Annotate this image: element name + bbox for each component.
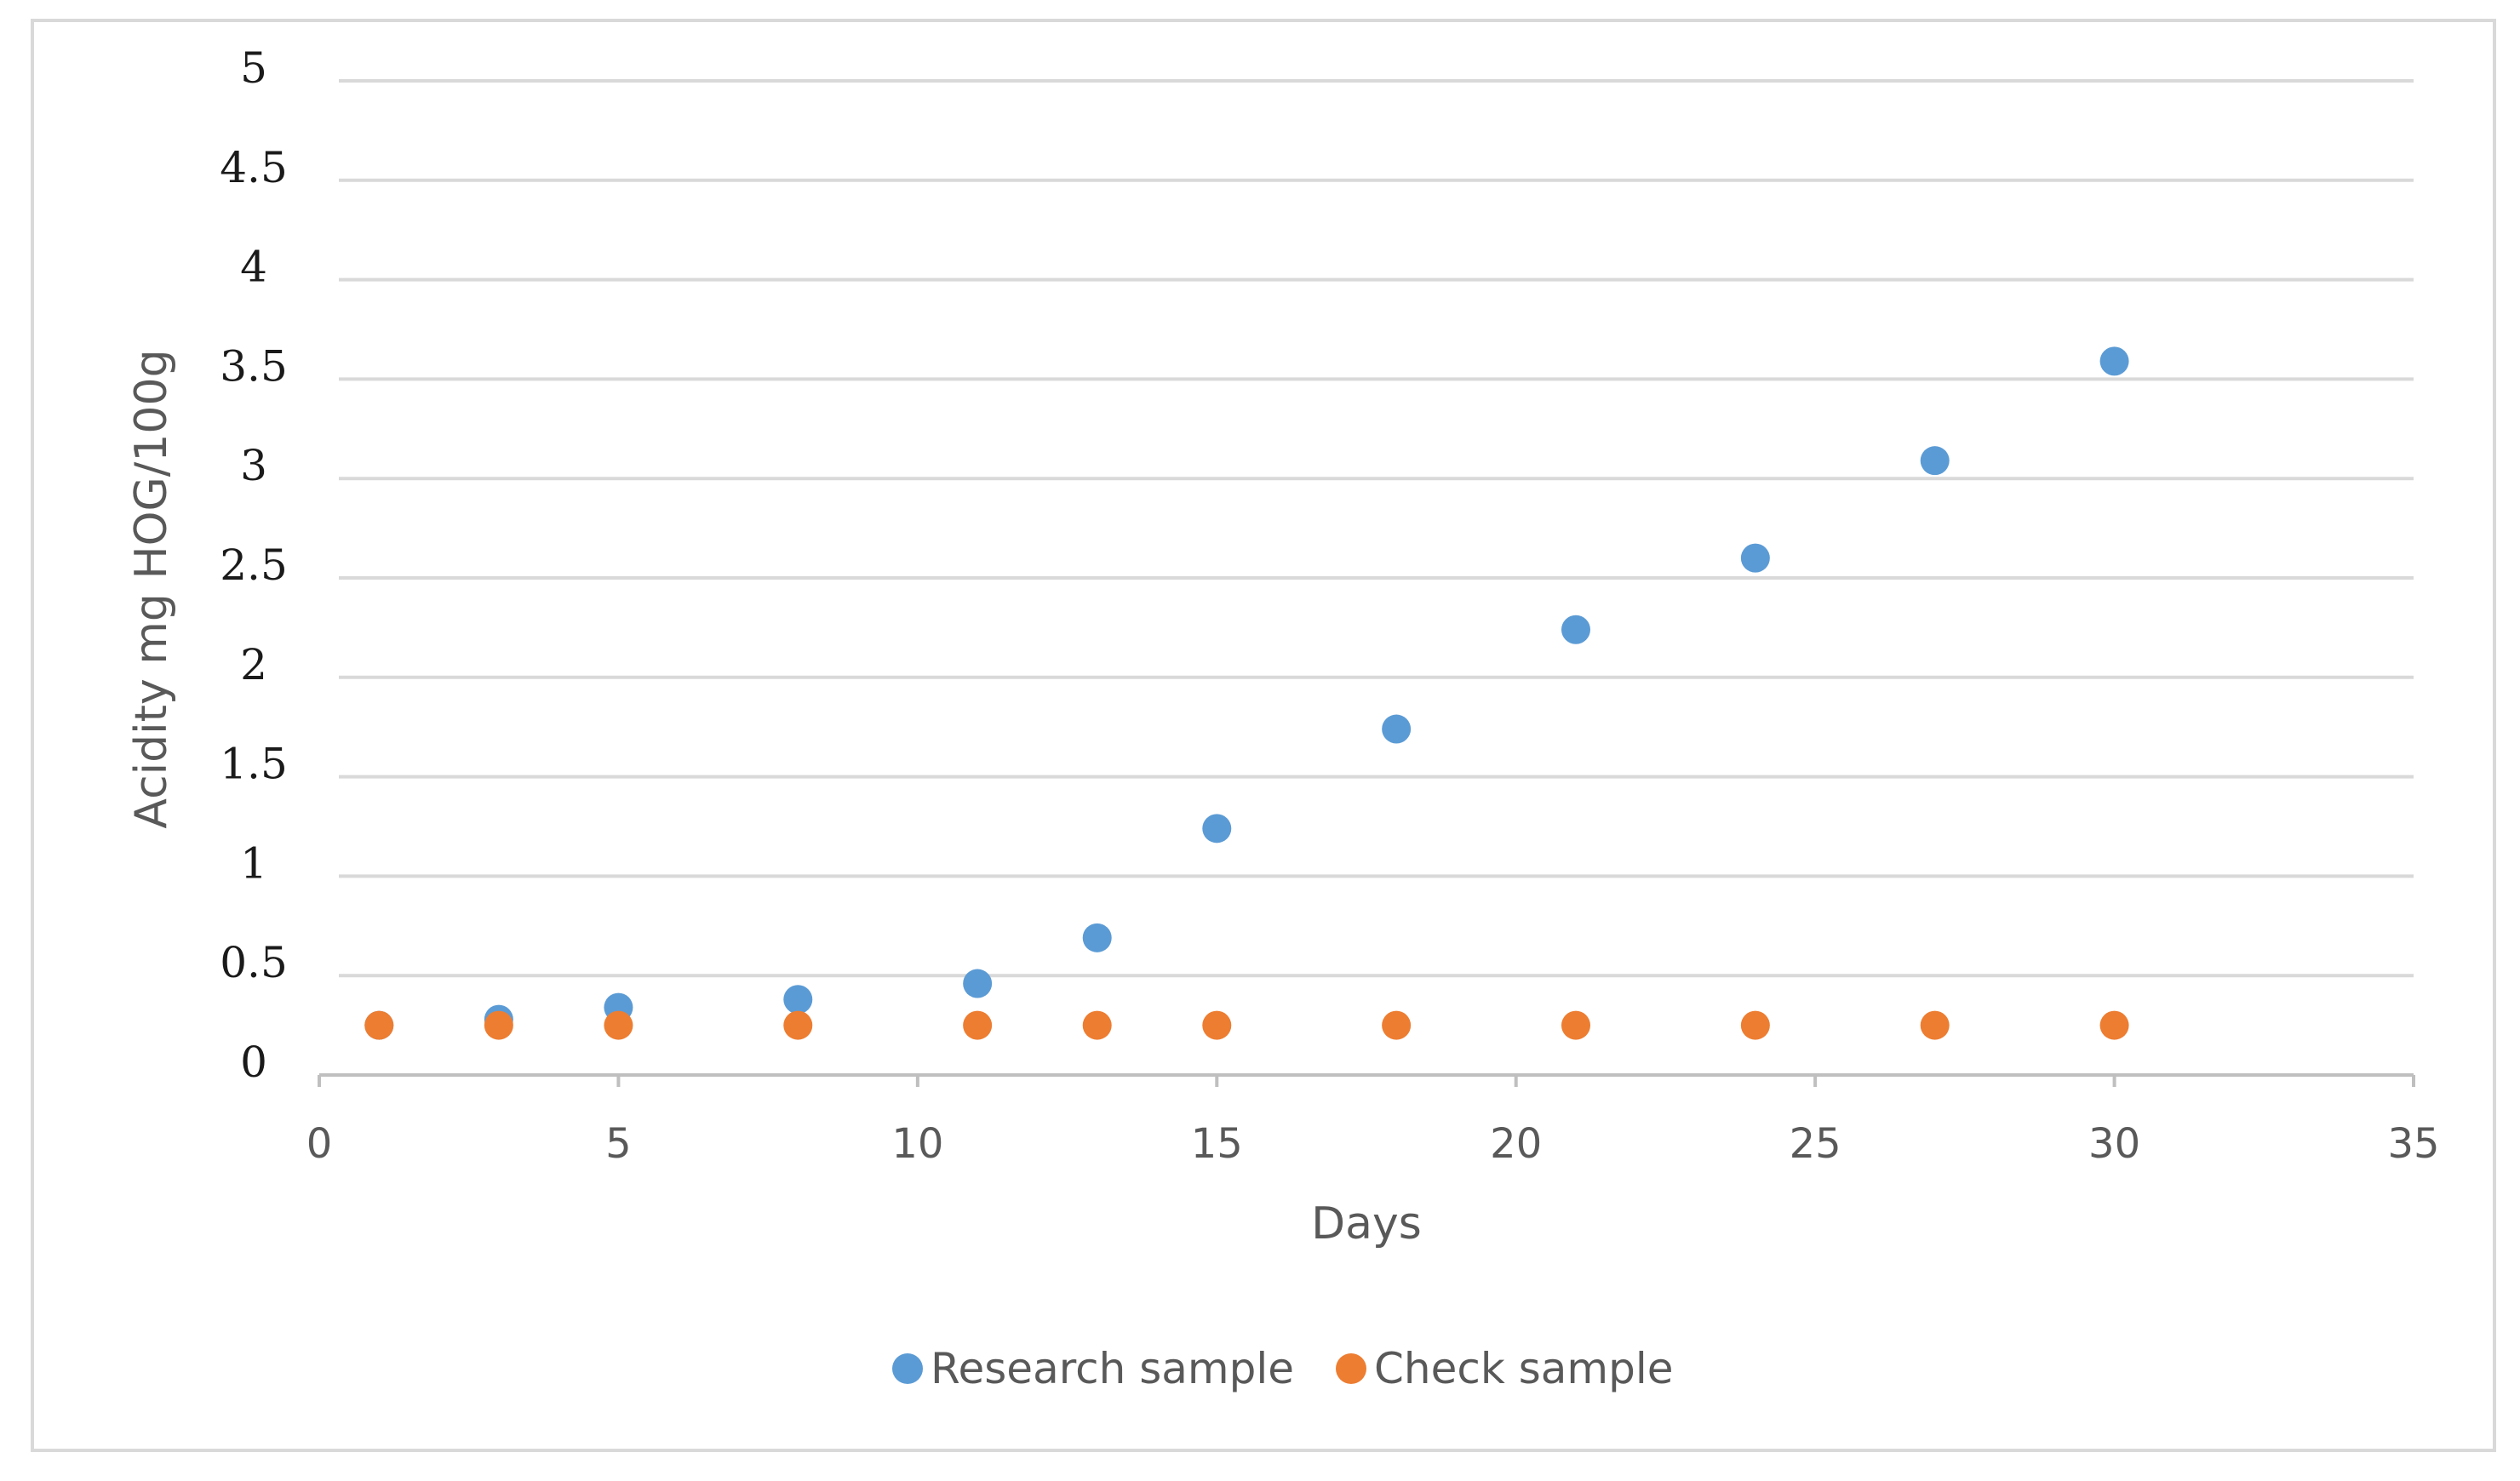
research-sample-point [2099, 346, 2129, 376]
research-sample-point [1920, 446, 1950, 476]
research-sample-point [1382, 714, 1412, 744]
check-sample-point [364, 1010, 394, 1040]
research-sample-point [1202, 814, 1232, 843]
chart-border [31, 19, 2496, 1452]
y-axis-ticks: 0 0.5 1 1.5 2 2.5 3 3.5 4 4.5 5 [220, 43, 288, 1087]
research-sample-point [963, 969, 993, 998]
y-tick-label: 3.5 [220, 341, 288, 391]
x-axis-label: Days [1311, 1198, 1422, 1249]
axes [318, 1073, 2415, 1087]
research-sample-point [1561, 615, 1590, 644]
check-sample-point [1561, 1010, 1590, 1040]
x-tick-label: 15 [1191, 1120, 1243, 1168]
check-sample-point [1920, 1010, 1950, 1040]
research-sample-point [783, 985, 813, 1015]
check-sample-point [1382, 1010, 1412, 1040]
x-tick-label: 35 [2387, 1120, 2439, 1168]
y-tick-label: 3 [240, 441, 267, 490]
legend: Research sample Check sample [892, 1344, 1674, 1393]
y-tick-label: 0.5 [220, 938, 288, 987]
legend-label-research-sample: Research sample [931, 1344, 1294, 1393]
check-sample-point [1082, 1010, 1112, 1040]
data-points [364, 346, 2129, 1040]
x-tick-label: 0 [306, 1120, 333, 1168]
check-sample-point [484, 1010, 513, 1040]
research-sample-point [1740, 543, 1770, 573]
y-tick-label: 2 [240, 640, 267, 689]
x-tick-label: 5 [605, 1120, 632, 1168]
y-tick-label: 4 [240, 243, 267, 292]
x-tick-label: 20 [1490, 1120, 1542, 1168]
legend-marker-check-sample [1336, 1353, 1366, 1384]
y-tick-label: 1.5 [220, 740, 288, 789]
x-axis-ticks: 0 5 10 15 20 25 30 35 [306, 1120, 2440, 1168]
check-sample-point [783, 1010, 813, 1040]
x-tick-label: 10 [891, 1120, 943, 1168]
x-tick-label: 25 [1790, 1120, 1841, 1168]
check-sample-point [604, 1010, 633, 1040]
y-tick-label: 0 [240, 1038, 267, 1087]
legend-marker-research-sample [892, 1353, 923, 1384]
check-sample-point [963, 1010, 993, 1040]
y-tick-label: 4.5 [220, 143, 288, 192]
y-tick-label: 1 [240, 838, 267, 888]
legend-label-check-sample: Check sample [1374, 1344, 1674, 1393]
check-sample-point [1202, 1010, 1232, 1040]
gridlines [339, 79, 2414, 978]
check-sample-point [2099, 1010, 2129, 1040]
x-tick-label: 30 [2088, 1120, 2140, 1168]
y-tick-label: 2.5 [220, 540, 288, 590]
y-axis-label: Acidity mg HOG/100g [126, 349, 177, 828]
y-tick-label: 5 [240, 43, 267, 93]
research-sample-point [1082, 923, 1112, 952]
check-sample-point [1740, 1010, 1770, 1040]
